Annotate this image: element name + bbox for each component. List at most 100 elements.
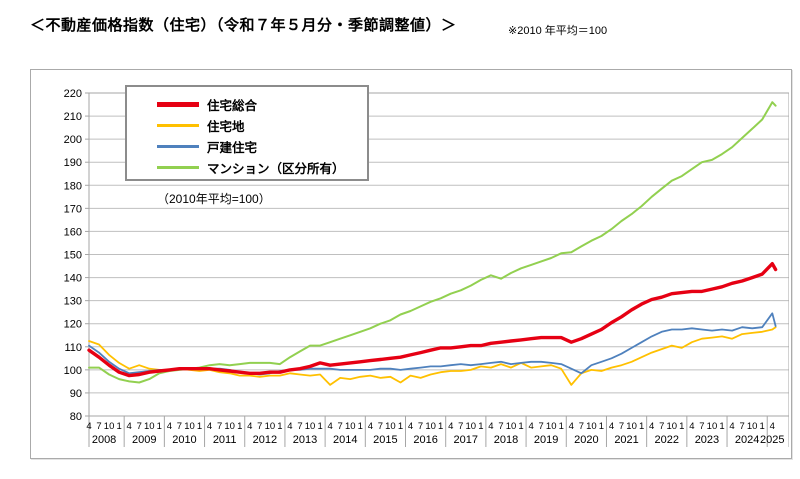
svg-text:1: 1	[116, 421, 121, 432]
svg-text:7: 7	[338, 421, 343, 432]
svg-text:7: 7	[378, 421, 383, 432]
svg-text:180: 180	[64, 180, 82, 192]
svg-text:10: 10	[385, 421, 396, 432]
svg-text:7: 7	[217, 421, 222, 432]
series-line-2	[88, 312, 777, 376]
svg-text:2023: 2023	[695, 434, 719, 446]
svg-text:90: 90	[70, 388, 82, 400]
svg-text:2017: 2017	[454, 434, 478, 446]
svg-text:2008: 2008	[92, 434, 116, 446]
svg-text:10: 10	[184, 421, 195, 432]
svg-text:130: 130	[64, 296, 82, 308]
svg-text:4: 4	[569, 421, 574, 432]
svg-text:4: 4	[770, 421, 775, 432]
svg-text:200: 200	[64, 134, 82, 146]
svg-text:1: 1	[478, 421, 483, 432]
svg-text:2013: 2013	[293, 434, 317, 446]
svg-text:2014: 2014	[333, 434, 357, 446]
chart-box: 80 90 100 110 120 130 140 150 160 170 180 190 200 210…	[30, 69, 792, 459]
svg-text:2022: 2022	[655, 434, 679, 446]
svg-text:2024: 2024	[735, 434, 759, 446]
svg-text:1: 1	[438, 421, 443, 432]
svg-text:7: 7	[539, 421, 544, 432]
svg-text:10: 10	[466, 421, 477, 432]
svg-text:190: 190	[64, 157, 82, 169]
svg-text:160: 160	[64, 226, 82, 238]
svg-text:1: 1	[518, 421, 523, 432]
svg-text:2025: 2025	[760, 434, 784, 446]
svg-text:1: 1	[197, 421, 202, 432]
svg-text:4: 4	[86, 421, 91, 432]
svg-text:2016: 2016	[413, 434, 437, 446]
svg-text:10: 10	[265, 421, 276, 432]
price-index-line-chart: 8090100110120130140150160170180190200210…	[64, 88, 789, 447]
svg-text:1: 1	[237, 421, 242, 432]
legend-swatch-red	[157, 102, 199, 107]
svg-text:2012: 2012	[253, 434, 277, 446]
svg-text:4: 4	[689, 421, 694, 432]
svg-text:1: 1	[559, 421, 564, 432]
svg-text:1: 1	[679, 421, 684, 432]
svg-text:10: 10	[666, 421, 677, 432]
svg-text:1: 1	[317, 421, 322, 432]
svg-text:7: 7	[659, 421, 664, 432]
svg-text:7: 7	[177, 421, 182, 432]
svg-text:4: 4	[488, 421, 493, 432]
svg-text:7: 7	[699, 421, 704, 432]
svg-text:1: 1	[599, 421, 604, 432]
svg-text:2011: 2011	[213, 434, 237, 446]
svg-text:7: 7	[739, 421, 744, 432]
svg-text:2010: 2010	[172, 434, 196, 446]
legend-swatch-gold	[157, 124, 199, 127]
svg-text:10: 10	[546, 421, 557, 432]
series-line-0	[87, 261, 778, 378]
svg-text:150: 150	[64, 250, 82, 262]
svg-text:10: 10	[586, 421, 597, 432]
svg-text:4: 4	[368, 421, 373, 432]
chart-legend: 住宅総合 住宅地 戸建住宅 マンション（区分所有）	[125, 85, 369, 181]
svg-text:80: 80	[70, 411, 82, 423]
svg-text:7: 7	[96, 421, 101, 432]
svg-text:2015: 2015	[373, 434, 397, 446]
legend-label: 住宅地	[207, 120, 245, 134]
legend-label: 戸建住宅	[207, 141, 258, 155]
svg-text:140: 140	[64, 273, 82, 285]
svg-text:10: 10	[144, 421, 155, 432]
svg-text:4: 4	[649, 421, 654, 432]
svg-text:10: 10	[425, 421, 436, 432]
svg-text:2009: 2009	[132, 434, 156, 446]
svg-text:7: 7	[458, 421, 463, 432]
legend-item: 住宅地	[157, 115, 367, 136]
svg-text:10: 10	[747, 421, 758, 432]
legend-swatch-green	[157, 166, 199, 169]
svg-text:4: 4	[528, 421, 533, 432]
legend-item: 住宅総合	[157, 94, 367, 115]
svg-text:4: 4	[408, 421, 413, 432]
svg-text:2020: 2020	[574, 434, 598, 446]
legend-label: マンション（区分所有）	[207, 162, 345, 176]
svg-text:4: 4	[127, 421, 132, 432]
svg-text:1: 1	[398, 421, 403, 432]
legend-item: マンション（区分所有）	[157, 157, 367, 178]
svg-text:4: 4	[609, 421, 614, 432]
base-year-caption: （2010年平均=100）	[157, 192, 271, 206]
svg-text:10: 10	[305, 421, 316, 432]
svg-text:170: 170	[64, 203, 82, 215]
legend-item: 戸建住宅	[157, 136, 367, 157]
svg-text:10: 10	[224, 421, 235, 432]
svg-text:1: 1	[760, 421, 765, 432]
series-line-3	[88, 101, 777, 384]
svg-text:4: 4	[207, 421, 212, 432]
svg-text:7: 7	[418, 421, 423, 432]
svg-text:7: 7	[137, 421, 142, 432]
svg-text:7: 7	[619, 421, 624, 432]
svg-text:2021: 2021	[614, 434, 638, 446]
svg-text:10: 10	[707, 421, 718, 432]
header-note: ※2010 年平均＝100	[508, 25, 608, 37]
svg-text:4: 4	[167, 421, 172, 432]
svg-text:10: 10	[345, 421, 356, 432]
svg-text:210: 210	[64, 111, 82, 123]
svg-text:1: 1	[157, 421, 162, 432]
svg-text:4: 4	[327, 421, 332, 432]
svg-text:7: 7	[498, 421, 503, 432]
